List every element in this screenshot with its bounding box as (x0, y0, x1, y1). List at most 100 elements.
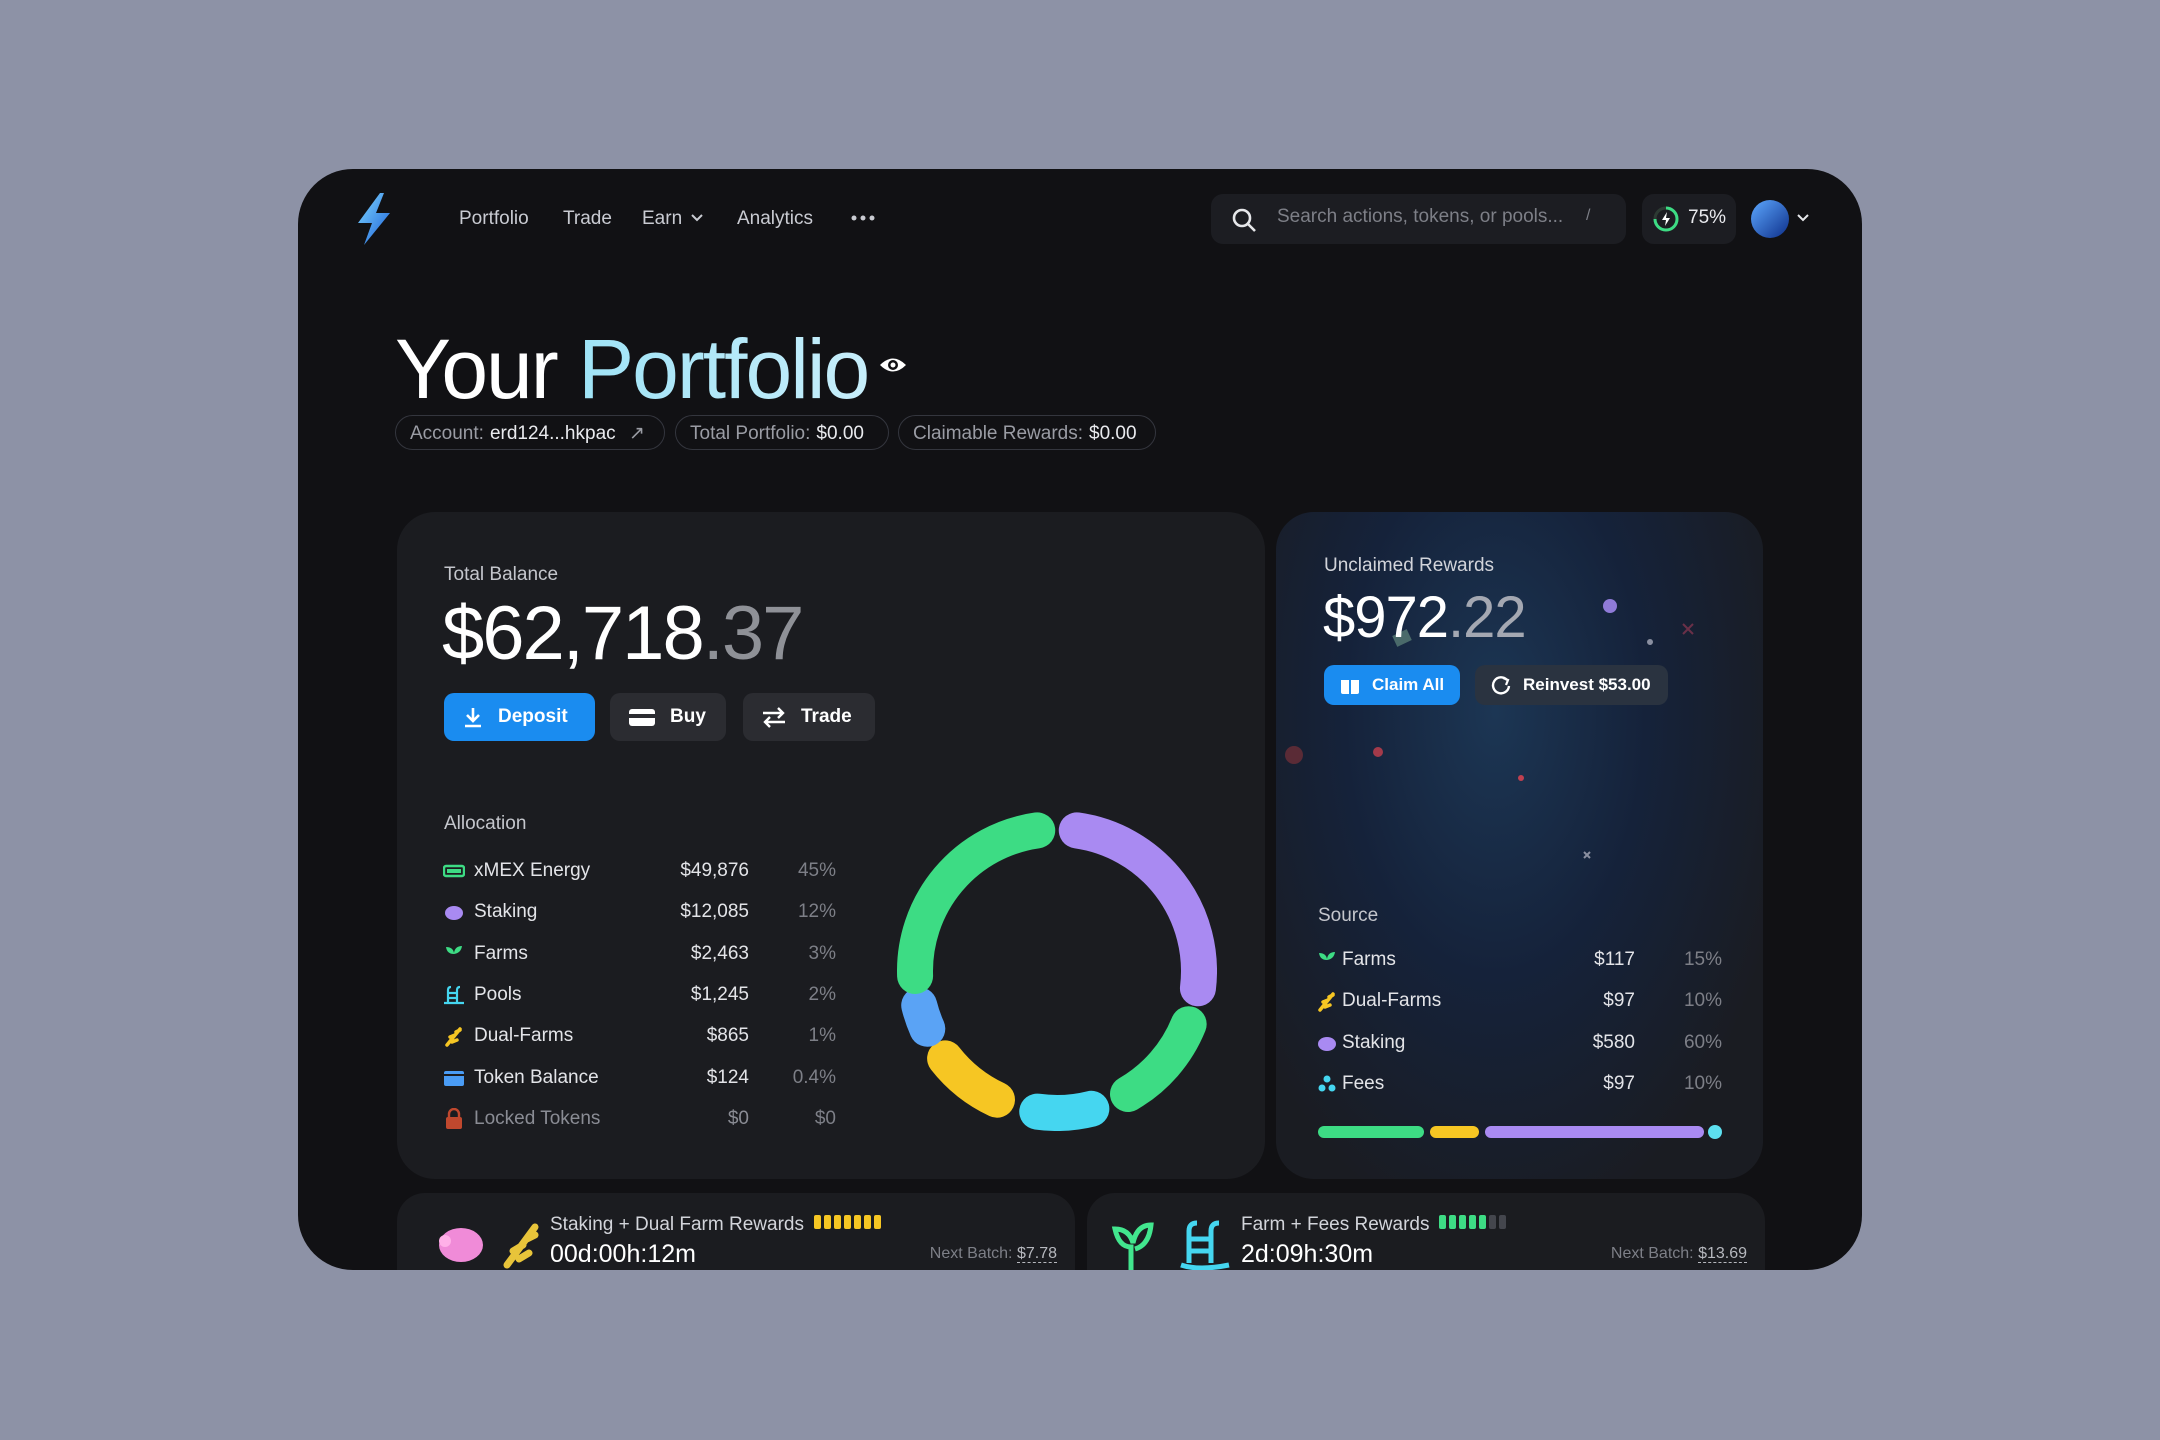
source-title: Source (1318, 905, 1379, 926)
row-name: Pools (474, 983, 522, 1005)
chip-value: erd124...hkpac (489, 423, 616, 444)
row-value: $580 (1592, 1031, 1635, 1053)
next-batch-label: Next Batch: (1610, 1245, 1694, 1262)
nav-earn[interactable]: Earn (642, 208, 683, 229)
row-name: Farms (1342, 949, 1396, 970)
row-value: $49,876 (680, 860, 749, 881)
balance-label: Total Balance (444, 564, 559, 585)
logo[interactable] (350, 191, 398, 247)
row-icon (445, 906, 463, 921)
donut-arc (1019, 1090, 1110, 1131)
row-share: $0 (814, 1107, 836, 1129)
row-value: $97 (1603, 1072, 1635, 1094)
row-icon (446, 945, 462, 963)
reinvest-button[interactable]: Reinvest $53.00 (1475, 665, 1668, 705)
amount-whole: $972 (1323, 585, 1449, 650)
confetti (1285, 599, 1694, 859)
energy-ring (1653, 206, 1679, 232)
row-value: $117 (1594, 949, 1635, 970)
search-placeholder: Search actions, tokens, or pools... (1277, 206, 1564, 227)
title-second: Portfolio (578, 322, 870, 416)
row-icon (444, 1070, 464, 1086)
app-window: Portfolio Trade Earn Analytics Search ac… (298, 169, 1862, 1270)
nav-portfolio[interactable]: Portfolio (459, 208, 529, 229)
row-name: Token Balance (474, 1066, 599, 1088)
search-icon (1232, 208, 1256, 232)
row-name: Staking (1342, 1031, 1406, 1053)
batch-progress (1439, 1215, 1507, 1229)
icon (1341, 680, 1359, 694)
nav-analytics[interactable]: Analytics (737, 208, 814, 229)
button-label: Claim All (1372, 675, 1445, 694)
balance-amount: $62,718.37 (442, 590, 804, 677)
energy-value: 75% (1688, 207, 1727, 228)
buy-button[interactable]: Buy (610, 693, 726, 741)
row-share: 12% (797, 901, 836, 923)
batch-progress (813, 1215, 881, 1229)
nav-trade[interactable]: Trade (563, 208, 612, 229)
search-box[interactable]: Search actions, tokens, or pools... / (1211, 194, 1626, 244)
amount-whole: $62,718 (442, 591, 705, 676)
source-bar (1318, 1125, 1722, 1139)
row-name: xMEX Energy (474, 860, 591, 881)
row-share: 1% (808, 1025, 836, 1047)
row-name: Staking (474, 901, 538, 923)
balance-card: Total Balance $62,718.37 Deposit Buy Tra… (397, 512, 1265, 1179)
row-icon (1318, 1036, 1336, 1051)
row-name: Dual-Farms (1342, 990, 1442, 1012)
donut-arc (927, 1040, 1015, 1118)
allocation-title: Allocation (444, 813, 527, 834)
row-icon (443, 864, 465, 878)
button-label: Deposit (498, 706, 568, 727)
energy-pill[interactable]: 75% (1642, 194, 1736, 244)
icon (629, 709, 655, 726)
rewards-amount: $972.22 (1323, 584, 1527, 651)
row-name: Locked Tokens (474, 1107, 601, 1129)
row-icon (1318, 992, 1335, 1013)
next-batch-value: $13.69 (1698, 1245, 1747, 1263)
row-value: $865 (706, 1025, 749, 1047)
batch-icons (1111, 1220, 1230, 1270)
row-icon (1318, 1075, 1336, 1092)
chip-value: $0.00 (1089, 423, 1137, 444)
row-share: 60% (1683, 1031, 1722, 1053)
row-icon (444, 985, 464, 1004)
toggle-visibility[interactable] (878, 352, 908, 378)
row-name: Dual-Farms (474, 1025, 574, 1047)
row-icon (445, 1027, 462, 1047)
donut-arc (901, 987, 946, 1047)
allocation-donut (897, 812, 1217, 1131)
row-share: 0.4% (792, 1066, 836, 1088)
title-first: Your (395, 322, 559, 416)
chip-label: Account: (410, 423, 484, 444)
button-label: Reinvest $53.00 (1523, 675, 1651, 694)
row-value: $1,245 (690, 983, 749, 1005)
avatar-menu[interactable] (1750, 198, 1812, 240)
page-title: Your Portfolio (395, 319, 870, 419)
button-label: Buy (670, 706, 706, 727)
rewards-card: Unclaimed Rewards $972.22 Claim All Rein… (1276, 512, 1763, 1179)
batch-card: Farm + Fees Rewards 2d:09h:30m Next Batc… (1087, 1193, 1765, 1270)
chevron (691, 214, 703, 222)
next-batch: Next Batch: $7.78 (930, 1245, 1057, 1263)
row-share: 10% (1683, 1072, 1722, 1094)
row-name: Farms (474, 942, 528, 964)
batch-title-text: Staking + Dual Farm Rewards (550, 1214, 804, 1235)
deposit-button[interactable]: Deposit (444, 693, 595, 741)
row-value: $124 (706, 1066, 749, 1088)
donut-arc (1058, 812, 1217, 1007)
more-menu[interactable] (851, 213, 875, 223)
account-chip[interactable]: Account: erd124...hkpac ↗ (395, 415, 665, 450)
row-value: $0 (727, 1107, 749, 1129)
chip-label: Total Portfolio: (690, 423, 811, 444)
batch-timer: 2d:09h:30m (1241, 1240, 1374, 1268)
chip-value: $0.00 (816, 423, 864, 444)
batch-title: Staking + Dual Farm Rewards (550, 1214, 884, 1236)
row-icon (1319, 952, 1335, 969)
chip-label: Claimable Rewards: (913, 423, 1084, 444)
row-value: $2,463 (690, 942, 749, 964)
trade-button[interactable]: Trade (743, 693, 875, 741)
claim-all-button[interactable]: Claim All (1324, 665, 1460, 705)
